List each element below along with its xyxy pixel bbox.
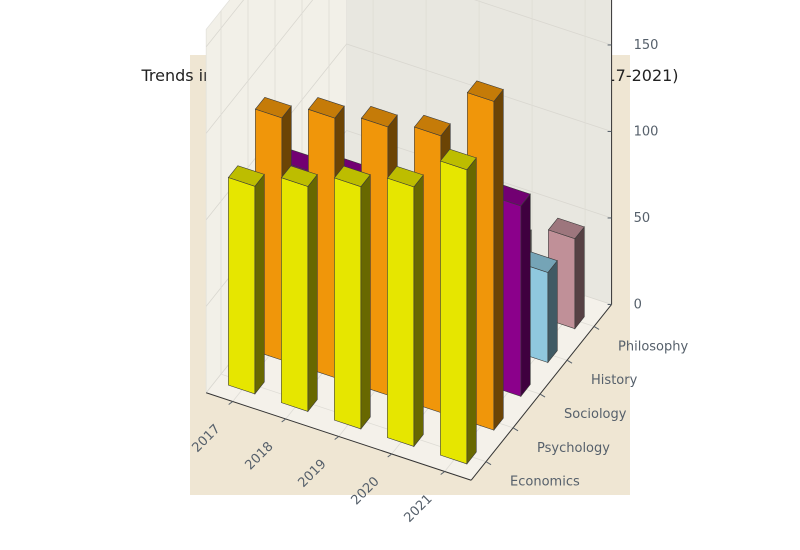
bar-economics-2017-side xyxy=(254,173,265,395)
bar-psychology-2017-top xyxy=(254,96,292,119)
bar-economics-2020-side xyxy=(413,174,424,448)
x-tick-label: 2018 xyxy=(243,439,277,473)
bar-history-2021-side xyxy=(547,259,558,364)
bar-economics-2017-top xyxy=(227,165,265,187)
bar-economics-2021-top xyxy=(439,148,477,171)
bar-economics-2018-front xyxy=(281,177,309,412)
y-tick xyxy=(566,359,573,364)
y-tick-label: Philosophy xyxy=(618,339,688,354)
bar-economics-2018-top xyxy=(280,165,318,187)
y-tick-label: Sociology xyxy=(564,407,627,422)
bar-sociology-2021-side xyxy=(520,193,531,398)
x-tick xyxy=(281,418,286,423)
z-tick-label: 100 xyxy=(634,124,659,139)
bar-economics-2018-side xyxy=(307,173,318,413)
bar-philosophy-2021-side xyxy=(574,226,585,330)
x-tick-label: 2019 xyxy=(296,457,330,491)
x-tick xyxy=(228,401,233,405)
bar-psychology-2021-side xyxy=(493,88,504,431)
z-gridline xyxy=(205,0,612,134)
x-tick-label: 2017 xyxy=(190,422,224,456)
y-tick xyxy=(485,461,492,466)
bar-psychology-2021-top xyxy=(466,80,504,102)
bar-philosophy-2021-top xyxy=(547,217,585,240)
y-axis-line xyxy=(470,304,612,481)
x-tick-label: 2021 xyxy=(402,492,436,526)
bar-psychology-2018-top xyxy=(307,97,345,119)
bar-economics-2019-top xyxy=(333,165,371,188)
bar-economics-2020-top xyxy=(386,165,424,188)
z-tick-label: 150 xyxy=(634,38,659,53)
bar-economics-2019-front xyxy=(334,177,362,430)
z-gridline xyxy=(205,43,612,220)
bar-economics-2021-front xyxy=(440,160,468,465)
y-tick xyxy=(512,427,519,432)
bar-economics-2020-front xyxy=(387,177,415,447)
y-tick xyxy=(539,393,546,398)
bar-economics-2021-side xyxy=(466,157,477,465)
bar-economics-2017-front xyxy=(228,177,256,395)
y-tick-label: History xyxy=(591,373,638,388)
x-tick xyxy=(387,453,392,458)
y-tick xyxy=(593,326,600,330)
z-tick-label: 50 xyxy=(634,211,651,226)
x-tick-label: 2020 xyxy=(349,474,383,508)
x-tick xyxy=(334,436,339,440)
y-tick-label: Economics xyxy=(510,475,580,490)
bar-economics-2019-side xyxy=(360,173,371,430)
bar-psychology-2020-top xyxy=(413,114,451,137)
bar-psychology-2019-top xyxy=(360,105,398,128)
x-tick xyxy=(440,471,445,475)
y-tick-label: Psychology xyxy=(537,441,610,456)
z-tick-label: 0 xyxy=(634,297,642,312)
